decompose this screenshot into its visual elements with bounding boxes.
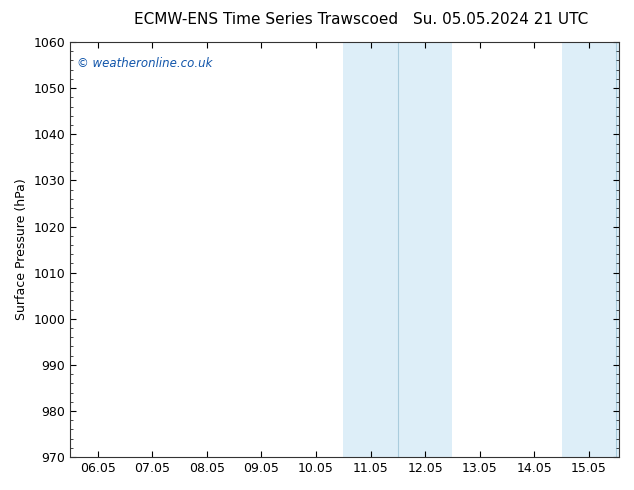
Text: Su. 05.05.2024 21 UTC: Su. 05.05.2024 21 UTC	[413, 12, 588, 27]
Bar	[562, 42, 619, 457]
Y-axis label: Surface Pressure (hPa): Surface Pressure (hPa)	[15, 179, 28, 320]
Bar	[343, 42, 453, 457]
Text: ECMW-ENS Time Series Trawscoed: ECMW-ENS Time Series Trawscoed	[134, 12, 398, 27]
Text: © weatheronline.co.uk: © weatheronline.co.uk	[77, 56, 212, 70]
